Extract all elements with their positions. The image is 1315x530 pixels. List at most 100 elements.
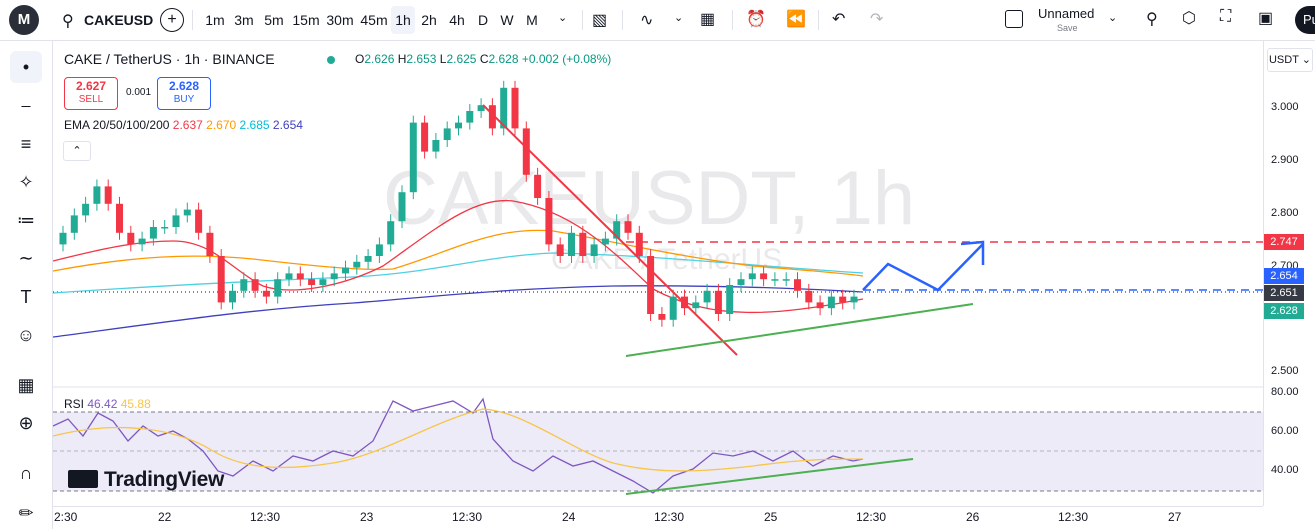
projection-arrow[interactable] bbox=[862, 243, 984, 292]
candle-body bbox=[330, 273, 338, 280]
candle-body bbox=[421, 122, 429, 152]
interval-5m[interactable]: 5m bbox=[264, 12, 284, 28]
candle-body bbox=[827, 296, 835, 309]
search-icon[interactable]: ⚲ bbox=[62, 13, 74, 30]
magnet-icon[interactable]: ∩ bbox=[19, 463, 33, 483]
ema-lines bbox=[53, 199, 864, 338]
symbol-legend[interactable]: CAKE / TetherUS · 1h · BINANCE bbox=[64, 51, 275, 67]
chevron-down-icon[interactable]: ⌄ bbox=[1108, 12, 1118, 24]
emoji-icon[interactable]: ☺ bbox=[16, 325, 36, 345]
divider bbox=[732, 10, 733, 30]
interval-45m[interactable]: 45m bbox=[360, 12, 388, 28]
candle-body bbox=[726, 285, 734, 314]
layouts-icon[interactable]: ▦ bbox=[700, 11, 716, 28]
time-tick: 22 bbox=[158, 510, 172, 524]
ema-legend[interactable]: EMA 20/50/100/200 2.637 2.670 2.685 2.65… bbox=[64, 118, 303, 132]
interval-1m[interactable]: 1m bbox=[205, 12, 225, 28]
candle-body bbox=[850, 296, 858, 303]
interval-15m[interactable]: 15m bbox=[292, 12, 320, 28]
candle-body bbox=[342, 267, 349, 274]
interval-1h[interactable]: 1h bbox=[391, 6, 415, 34]
rsi-trendline[interactable] bbox=[625, 458, 914, 495]
layout-checkbox-icon[interactable] bbox=[1005, 10, 1023, 28]
ema20-value: 2.637 bbox=[172, 118, 203, 132]
low-value: 2.625 bbox=[446, 52, 477, 66]
price-tick: 2.500 bbox=[1271, 365, 1299, 377]
chevron-down-icon[interactable]: ⌄ bbox=[674, 12, 684, 24]
candle-body bbox=[455, 122, 462, 129]
camera-icon[interactable]: ▣ bbox=[1258, 10, 1274, 27]
ema100-value: 2.685 bbox=[239, 118, 270, 132]
price-label-green: 2.628 bbox=[1264, 303, 1304, 319]
descending-trendline[interactable] bbox=[482, 104, 738, 356]
candle-body bbox=[635, 232, 643, 256]
candle-body bbox=[771, 279, 779, 281]
candle-body bbox=[217, 256, 225, 303]
candle-body bbox=[613, 221, 621, 239]
fullscreen-icon[interactable]: ⛶ bbox=[1220, 8, 1232, 25]
interval-D[interactable]: D bbox=[477, 12, 489, 28]
price-label-blue: 2.654 bbox=[1264, 268, 1304, 284]
quick-search-icon[interactable]: ⚲ bbox=[1146, 11, 1158, 28]
layout-name[interactable]: Unnamed bbox=[1038, 6, 1095, 21]
low-label: L bbox=[439, 52, 447, 66]
price-tick: 3.000 bbox=[1271, 101, 1299, 113]
ascending-trendline[interactable] bbox=[625, 303, 974, 357]
time-tick: 24 bbox=[562, 510, 576, 524]
collapse-legend-button[interactable]: ⌃ bbox=[63, 141, 91, 161]
candle-body bbox=[805, 290, 813, 303]
avatar[interactable]: M bbox=[9, 5, 39, 35]
replay-icon[interactable]: ⏪ bbox=[786, 11, 806, 28]
interval-3m[interactable]: 3m bbox=[234, 12, 254, 28]
candle-body bbox=[251, 279, 259, 291]
symbol-search-button[interactable]: CAKEUSD bbox=[84, 12, 154, 28]
pattern-icon[interactable]: ✧ bbox=[18, 172, 34, 192]
divider bbox=[818, 10, 819, 30]
candle-body bbox=[568, 232, 575, 256]
publish-button[interactable]: Pu bbox=[1295, 6, 1315, 34]
zoom-icon[interactable]: ⊕ bbox=[18, 413, 34, 433]
ruler-icon[interactable]: ▦ bbox=[17, 375, 35, 395]
cursor-icon[interactable]: • bbox=[10, 51, 42, 83]
rsi-legend[interactable]: RSI 46.42 45.88 bbox=[64, 397, 151, 411]
add-symbol-icon[interactable]: + bbox=[160, 8, 184, 32]
currency-label: USDT bbox=[1268, 54, 1299, 66]
candle-body bbox=[161, 227, 169, 229]
redo-icon[interactable]: ↷ bbox=[870, 11, 884, 28]
rsi-tick: 40.00 bbox=[1271, 464, 1299, 476]
candle-body bbox=[138, 238, 146, 245]
fib-icon[interactable]: ≡ bbox=[20, 134, 32, 154]
candle-body bbox=[353, 261, 361, 268]
candle-body bbox=[104, 186, 112, 204]
indicators-icon[interactable]: ∿ bbox=[640, 12, 654, 29]
undo-icon[interactable]: ↶ bbox=[832, 11, 846, 28]
candle-body bbox=[240, 279, 248, 291]
brush-icon[interactable]: ∼ bbox=[18, 248, 34, 268]
alert-icon[interactable]: ⏰ bbox=[746, 11, 766, 28]
time-tick: 23 bbox=[360, 510, 374, 524]
projection-icon[interactable]: ≔ bbox=[17, 210, 35, 230]
open-value: 2.626 bbox=[364, 52, 395, 66]
text-icon[interactable]: T bbox=[20, 287, 32, 307]
candles-icon[interactable]: ▧ bbox=[592, 12, 608, 29]
interval-M[interactable]: M bbox=[526, 12, 538, 28]
buy-button[interactable]: 2.628 BUY bbox=[157, 77, 211, 110]
tradingview-logo[interactable]: TradingView bbox=[68, 468, 224, 492]
sell-button[interactable]: 2.627 SELL bbox=[64, 77, 118, 110]
interval-30m[interactable]: 30m bbox=[326, 12, 354, 28]
candle-body bbox=[308, 279, 316, 285]
chevron-down-icon[interactable]: ⌄ bbox=[558, 12, 568, 24]
save-label[interactable]: Save bbox=[1057, 23, 1078, 33]
lock-drawing-icon[interactable]: ✏ bbox=[18, 503, 34, 523]
price-chart[interactable]: CAKEUSDT, 1h CAKE / TetherUS bbox=[53, 41, 1263, 506]
interval-2h[interactable]: 2h bbox=[421, 12, 437, 28]
candle-body bbox=[782, 279, 790, 281]
settings-icon[interactable]: ⬡ bbox=[1182, 10, 1196, 27]
interval-4h[interactable]: 4h bbox=[449, 12, 465, 28]
currency-select[interactable]: USDT ⌄ bbox=[1267, 48, 1313, 72]
time-axis[interactable] bbox=[53, 506, 1263, 530]
time-tick: 2:30 bbox=[54, 510, 78, 524]
interval-W[interactable]: W bbox=[500, 12, 514, 28]
candle-body bbox=[172, 215, 180, 227]
trend-line-icon[interactable]: ⎯ bbox=[21, 95, 31, 115]
